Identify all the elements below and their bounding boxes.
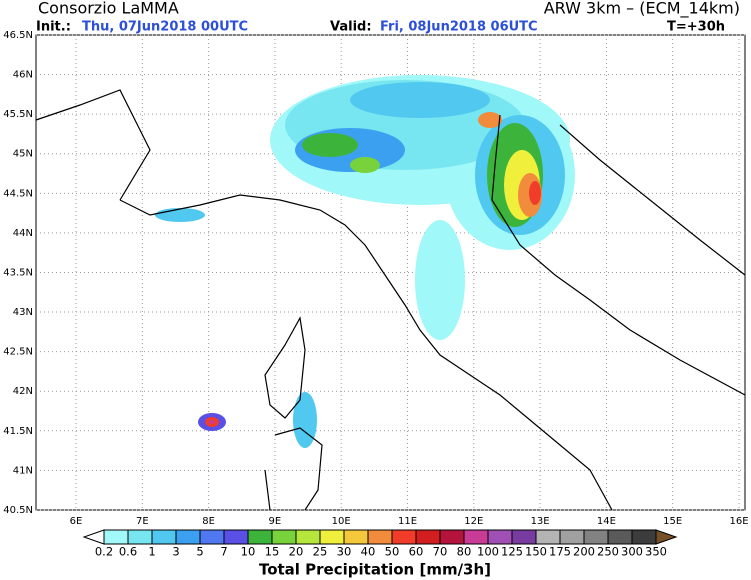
colorbar-label: 70 [433, 545, 448, 559]
colorbar-arrow [82, 529, 105, 545]
colorbar-label: 0.2 [95, 545, 113, 559]
colorbar-label: 125 [501, 545, 523, 559]
colorbar-box [271, 529, 297, 545]
lon-label: 12E [464, 516, 483, 527]
colorbar-box [391, 529, 417, 545]
lon-label: 9E [269, 516, 282, 527]
title: Consorzio LaMMA [38, 0, 179, 18]
lon-label: 11E [398, 516, 417, 527]
colorbar-box [463, 529, 489, 545]
colorbar-label: 10 [241, 545, 256, 559]
colorbar-label: 100 [477, 545, 499, 559]
lon-label: 6E [70, 516, 83, 527]
colorbar-label: 200 [573, 545, 595, 559]
lat-label: 46N [13, 70, 33, 81]
colorbar-label: 250 [597, 545, 619, 559]
colorbar-box [247, 529, 273, 545]
lat-label: 43.5N [3, 267, 33, 278]
colorbar-box [175, 529, 201, 545]
colorbar-label: 30 [337, 545, 352, 559]
colorbar-box [319, 529, 345, 545]
colorbar-label: 175 [549, 545, 571, 559]
lat-label: 44.5N [3, 188, 33, 199]
lat-label: 41.5N [3, 426, 33, 437]
lat-label: 41N [13, 465, 33, 476]
colorbar-box [439, 529, 465, 545]
colorbar-box [415, 529, 441, 545]
colorbar-box [631, 529, 657, 545]
lat-label: 45N [13, 149, 33, 160]
lat-label: 45.5N [3, 109, 33, 120]
colorbar-label: 20 [289, 545, 304, 559]
colorbar-box [199, 529, 225, 545]
colorbar-label: 60 [409, 545, 424, 559]
colorbar-box [127, 529, 153, 545]
colorbar-arrow [655, 529, 678, 545]
lead-time: T=+30h [667, 20, 725, 35]
valid-time: Fri, 08Jun2018 06UTC [380, 20, 538, 35]
init-time: Thu, 07Jun2018 00UTC [82, 20, 248, 35]
colorbar-box [559, 529, 585, 545]
colorbar-label: 40 [361, 545, 376, 559]
colorbar-label: 3 [172, 545, 179, 559]
valid-label: Valid: [330, 20, 372, 35]
colorbar-box [607, 529, 633, 545]
colorbar-label: 5 [196, 545, 203, 559]
colorbar-label: 350 [645, 545, 667, 559]
colorbar-box [151, 529, 177, 545]
lat-label: 40.5N [3, 505, 33, 516]
lon-label: 8E [202, 516, 215, 527]
lon-label: 16E [729, 516, 748, 527]
lon-label: 7E [136, 516, 149, 527]
init-label: Init.: [36, 20, 71, 35]
colorbar-label: 300 [621, 545, 643, 559]
lon-label: 10E [332, 516, 351, 527]
map [35, 34, 746, 511]
colorbar-box [535, 529, 561, 545]
colorbar-box [511, 529, 537, 545]
colorbar-label: 150 [525, 545, 547, 559]
lon-label: 13E [531, 516, 550, 527]
lat-label: 43N [13, 307, 33, 318]
colorbar-box [487, 529, 513, 545]
colorbar-box [103, 529, 129, 545]
colorbar-label: 1 [148, 545, 155, 559]
colorbar-box [295, 529, 321, 545]
model: ARW 3km – (ECM_14km) [544, 0, 740, 19]
colorbar-label: 7 [220, 545, 227, 559]
colorbar: 0.2 0.6 1 3 5 7 10 15 20 25 30 40 50 60 70 80 100 125 150 1… [82, 529, 678, 559]
colorbar-box [367, 529, 393, 545]
colorbar-box [343, 529, 369, 545]
colorbar-label: 0.6 [119, 545, 137, 559]
lat-label: 44N [13, 228, 33, 239]
colorbar-box [223, 529, 249, 545]
lon-label: 14E [597, 516, 616, 527]
lat-label: 42.5N [3, 347, 33, 358]
lon-label: 15E [663, 516, 682, 527]
colorbar-label: 50 [385, 545, 400, 559]
colorbar-title: Total Precipitation [mm/3h] [259, 561, 491, 579]
colorbar-label: 15 [265, 545, 280, 559]
colorbar-label: 25 [313, 545, 328, 559]
precipitation [155, 75, 575, 448]
colorbar-box [583, 529, 609, 545]
lat-label: 46.5N [3, 30, 33, 41]
coastlines [35, 89, 746, 511]
lat-label: 42N [13, 386, 33, 397]
colorbar-label: 80 [457, 545, 472, 559]
